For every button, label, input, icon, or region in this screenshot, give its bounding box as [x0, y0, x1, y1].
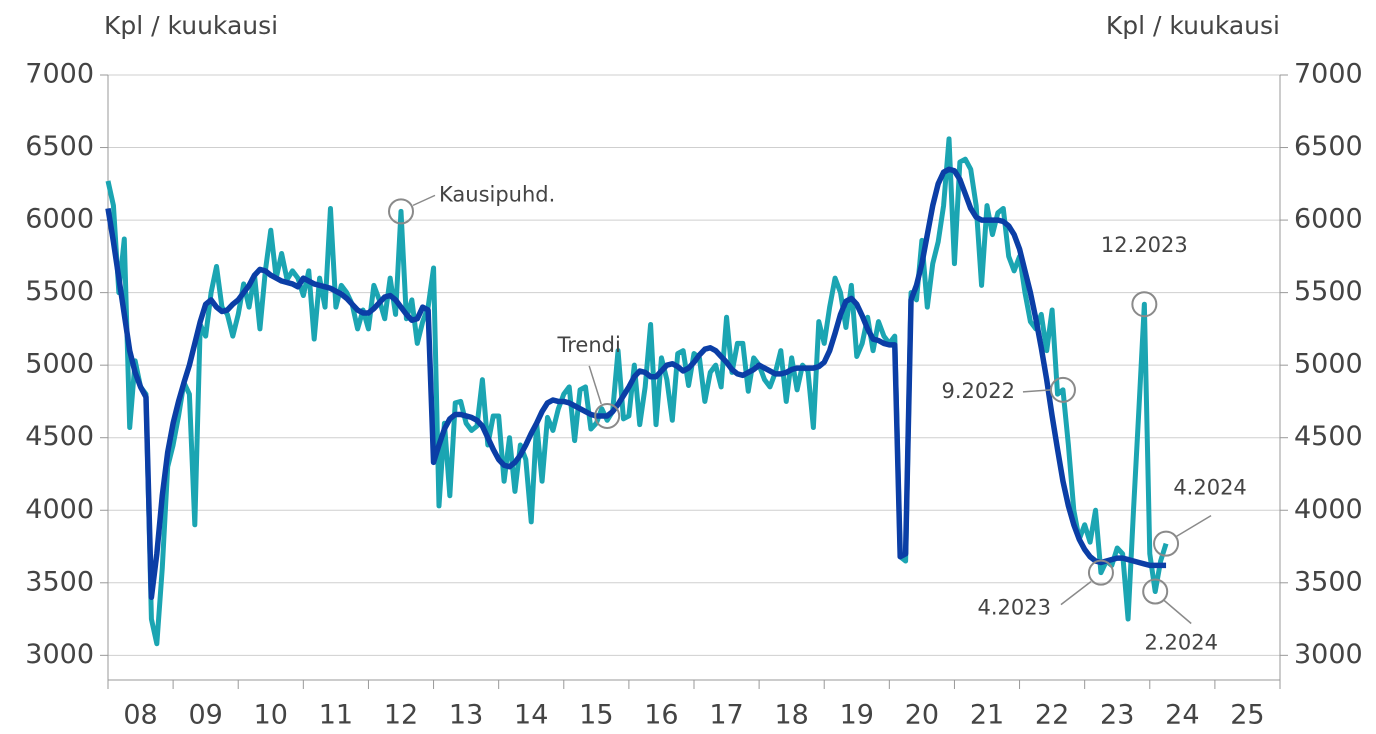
x-tick-label: 21 — [970, 700, 1004, 731]
annotation-text: 2.2024 — [1144, 630, 1217, 654]
annotation-leader — [1163, 599, 1192, 625]
annotation-circle — [594, 402, 621, 429]
annotation-circle — [1153, 530, 1180, 557]
x-tick-label: 14 — [514, 700, 548, 731]
x-tick-label: 17 — [709, 700, 743, 731]
y2-tick-label: 6000 — [1294, 204, 1363, 235]
annotation-circle — [1131, 291, 1158, 318]
y-tick-label: 3000 — [25, 639, 94, 670]
y-tick-label: 6500 — [25, 131, 94, 162]
x-tick-label: 11 — [319, 700, 353, 731]
y2-tick-label: 6500 — [1294, 131, 1363, 162]
x-tick-label: 16 — [644, 700, 678, 731]
annotation-leader — [1175, 514, 1212, 538]
y2-axis-label: Kpl / kuukausi — [1106, 11, 1280, 40]
x-tick-label: 09 — [188, 700, 222, 731]
x-tick-label: 20 — [905, 700, 939, 731]
y-tick-label: 3500 — [25, 566, 94, 597]
annotation-text: 12.2023 — [1101, 233, 1188, 257]
y-tick-label: 4500 — [25, 421, 94, 452]
annotation-circle — [388, 198, 414, 225]
y-tick-label: 5500 — [25, 276, 94, 307]
annotation-text: 9.2022 — [941, 379, 1014, 403]
series-line — [105, 166, 1167, 601]
y2-tick-label: 5000 — [1294, 349, 1363, 380]
x-tick-label: 15 — [579, 700, 613, 731]
x-tick-label: 24 — [1165, 700, 1199, 731]
annotation-leader — [1022, 389, 1052, 393]
x-tick-label: 18 — [774, 700, 808, 731]
y2-tick-label: 4000 — [1294, 494, 1363, 525]
y2-tick-label: 7000 — [1294, 59, 1363, 90]
annotation-text: 4.2024 — [1173, 476, 1246, 500]
annotation-circle — [1087, 559, 1114, 586]
y-tick-label: 6000 — [25, 204, 94, 235]
x-tick-label: 19 — [840, 700, 874, 731]
annotation-leader — [1060, 581, 1092, 606]
y2-tick-label: 3500 — [1294, 566, 1363, 597]
y-axis-label: Kpl / kuukausi — [104, 11, 278, 40]
annotation-text: Trendi — [557, 333, 621, 357]
y-tick-label: 7000 — [25, 59, 94, 90]
annotation-leader — [588, 365, 602, 405]
x-tick-label: 13 — [449, 700, 483, 731]
y2-tick-label: 5500 — [1294, 276, 1363, 307]
annotation-text: 4.2023 — [977, 596, 1050, 620]
annotation-text: Kausipuhd. — [439, 182, 555, 206]
x-tick-label: 23 — [1100, 700, 1134, 731]
y2-tick-label: 3000 — [1294, 639, 1363, 670]
x-tick-label: 10 — [254, 700, 288, 731]
x-tick-label: 25 — [1230, 700, 1264, 731]
y-tick-label: 4000 — [25, 494, 94, 525]
y-tick-label: 5000 — [25, 349, 94, 380]
x-tick-label: 12 — [384, 700, 418, 731]
x-tick-label: 22 — [1035, 700, 1069, 731]
annotation-leader — [412, 194, 436, 207]
annotation-circle — [1142, 578, 1169, 605]
y2-tick-label: 4500 — [1294, 421, 1363, 452]
x-tick-label: 08 — [123, 700, 157, 731]
